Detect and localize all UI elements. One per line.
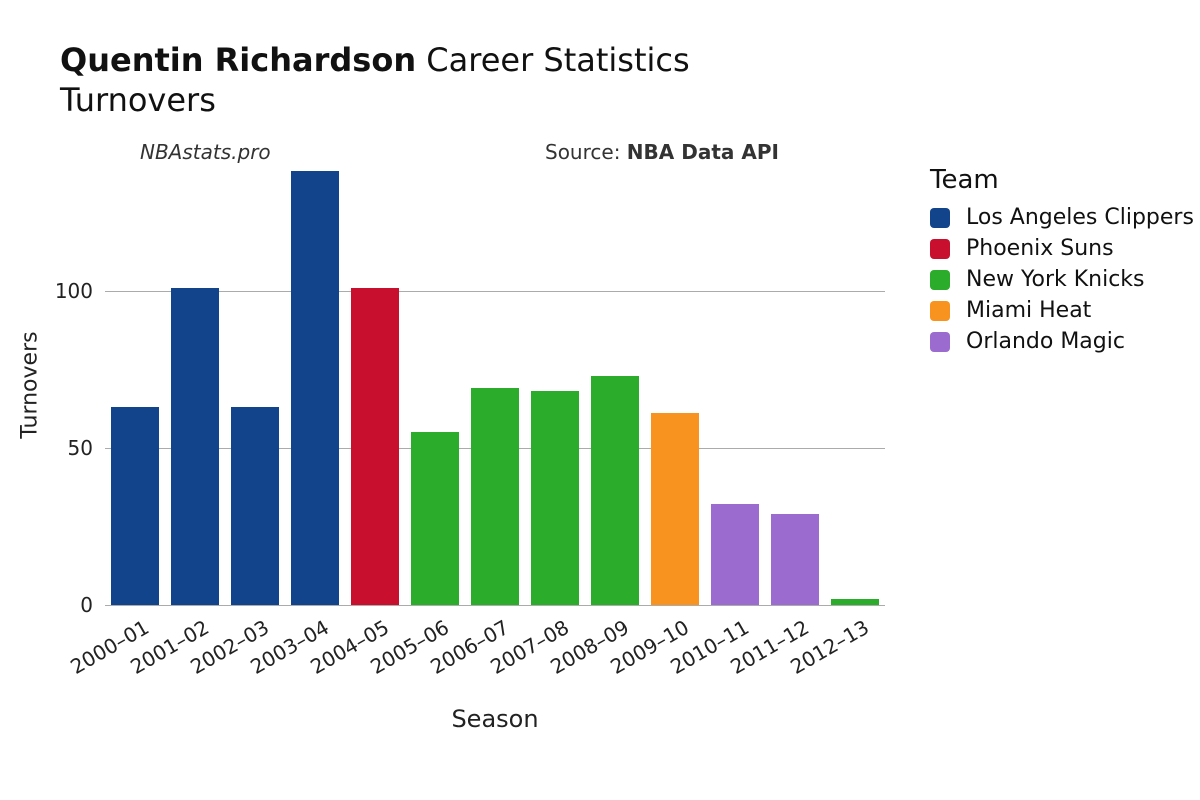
legend-item: Phoenix Suns	[930, 236, 1194, 261]
baseline	[105, 605, 885, 606]
legend-label: Miami Heat	[966, 298, 1091, 323]
legend-title: Team	[930, 165, 1194, 195]
bar	[111, 407, 159, 605]
legend-swatch	[930, 239, 950, 259]
gridline	[105, 291, 885, 292]
source-prefix: Source:	[545, 140, 627, 164]
x-axis-title: Season	[451, 705, 538, 733]
legend-label: Orlando Magic	[966, 329, 1125, 354]
plot-area	[105, 165, 885, 605]
bar	[651, 413, 699, 605]
source-name: NBA Data API	[627, 140, 779, 164]
legend-label: Phoenix Suns	[966, 236, 1114, 261]
bar	[771, 514, 819, 605]
bar	[171, 288, 219, 605]
title-suffix: Career Statistics	[416, 41, 690, 79]
bar	[711, 504, 759, 605]
page: Quentin Richardson Career Statistics Tur…	[0, 0, 1200, 800]
bar	[231, 407, 279, 605]
bar-chart	[105, 165, 885, 605]
source-attribution: Source: NBA Data API	[545, 140, 779, 164]
legend-swatch	[930, 332, 950, 352]
bar	[831, 599, 879, 605]
y-tick-label: 100	[33, 279, 93, 303]
title-block: Quentin Richardson Career Statistics Tur…	[60, 40, 690, 120]
bar	[291, 171, 339, 605]
brand-watermark: NBAstats.pro	[140, 140, 271, 164]
bar	[351, 288, 399, 605]
legend-label: Los Angeles Clippers	[966, 205, 1194, 230]
legend-item: Los Angeles Clippers	[930, 205, 1194, 230]
bar	[411, 432, 459, 605]
legend-label: New York Knicks	[966, 267, 1145, 292]
legend-item: Miami Heat	[930, 298, 1194, 323]
bar	[531, 391, 579, 605]
bar	[471, 388, 519, 605]
legend: Team Los Angeles Clippers Phoenix Suns New…	[930, 165, 1194, 360]
legend-swatch	[930, 270, 950, 290]
bar	[591, 376, 639, 605]
title-player-name: Quentin Richardson	[60, 41, 416, 79]
legend-swatch	[930, 208, 950, 228]
y-tick-label: 50	[33, 436, 93, 460]
legend-swatch	[930, 301, 950, 321]
y-axis-title: Turnovers	[18, 331, 43, 438]
legend-item: New York Knicks	[930, 267, 1194, 292]
legend-item: Orlando Magic	[930, 329, 1194, 354]
title-line1: Quentin Richardson Career Statistics	[60, 40, 690, 80]
y-tick-label: 0	[33, 593, 93, 617]
title-metric: Turnovers	[60, 80, 690, 120]
